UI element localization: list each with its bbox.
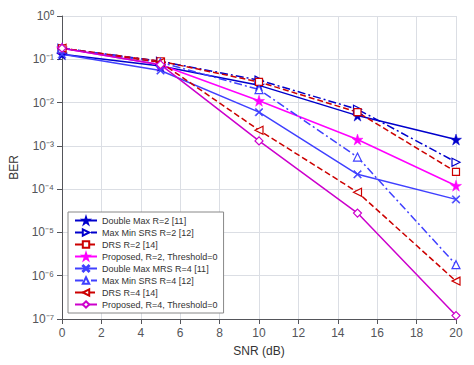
- svg-text:10⁻⁴: 10⁻⁴: [31, 182, 54, 196]
- svg-text:18: 18: [410, 326, 424, 340]
- svg-text:2: 2: [98, 326, 105, 340]
- svg-text:Proposed, R=4, Threshold=0: Proposed, R=4, Threshold=0: [102, 300, 217, 310]
- svg-text:SNR (dB): SNR (dB): [233, 344, 284, 358]
- svg-text:10⁻⁷: 10⁻⁷: [32, 312, 54, 326]
- svg-text:10⁻¹: 10⁻¹: [33, 52, 54, 66]
- svg-text:Max Min SRS R=2 [12]: Max Min SRS R=2 [12]: [102, 228, 194, 238]
- svg-text:DRS R=4 [14]: DRS R=4 [14]: [102, 288, 158, 298]
- svg-text:BER: BER: [7, 155, 21, 180]
- svg-text:10⁻³: 10⁻³: [33, 139, 54, 153]
- svg-text:Max Min SRS R=4 [12]: Max Min SRS R=4 [12]: [102, 276, 194, 286]
- svg-text:10: 10: [252, 326, 266, 340]
- svg-text:10⁻⁶: 10⁻⁶: [32, 269, 54, 283]
- svg-text:Double Max MRS R=4 [11]: Double Max MRS R=4 [11]: [102, 264, 209, 274]
- svg-text:10⁻⁵: 10⁻⁵: [32, 225, 54, 239]
- svg-text:DRS R=2 [14]: DRS R=2 [14]: [102, 240, 158, 250]
- svg-text:0: 0: [59, 326, 66, 340]
- svg-text:8: 8: [216, 326, 223, 340]
- svg-text:14: 14: [331, 326, 345, 340]
- svg-text:6: 6: [177, 326, 184, 340]
- svg-text:10⁰: 10⁰: [37, 9, 54, 23]
- svg-text:4: 4: [137, 326, 144, 340]
- svg-text:20: 20: [449, 326, 463, 340]
- svg-text:Double Max R=2 [11]: Double Max R=2 [11]: [102, 216, 186, 226]
- svg-text:Proposed, R=2, Threshold=0: Proposed, R=2, Threshold=0: [102, 252, 217, 262]
- svg-text:10⁻²: 10⁻²: [33, 96, 54, 110]
- svg-text:12: 12: [292, 326, 306, 340]
- svg-text:16: 16: [371, 326, 385, 340]
